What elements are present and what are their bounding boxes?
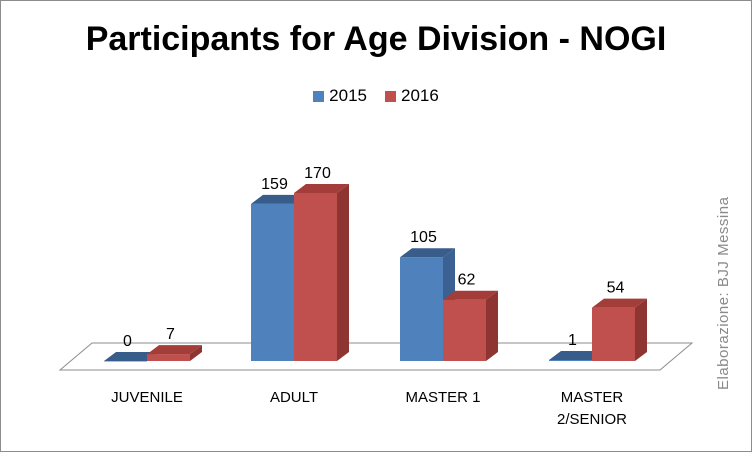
data-label-2016-2: 62 [458,272,476,289]
bar-2015-2 [400,257,443,361]
category-label-2-0: MASTER 1 [405,389,480,406]
bar-side-2016-3 [635,298,647,361]
bar-side-2016-1 [337,184,349,361]
bar-side-2016-2 [486,290,498,361]
legend-label-2015: 2015 [329,86,367,105]
category-label-3-1: 2/SENIOR [557,411,627,428]
bar-2015-0 [104,361,147,362]
bar-top-2015-3 [549,351,604,361]
bar-top-2016-0 [147,345,202,355]
data-label-2015-1: 159 [261,176,288,193]
legend-item-2015: 2015 [313,86,367,106]
data-label-2015-3: 1 [568,332,577,349]
floor-plane [58,342,694,371]
data-label-2016-0: 7 [166,326,175,343]
bar-top-2015-2 [400,248,455,258]
bar-top-2016-2 [443,290,498,300]
bar-top-2015-1 [251,194,306,204]
legend-swatch-2016 [385,90,396,102]
bar-top-2015-0 [104,352,159,361]
legend-item-2016: 2016 [385,86,439,106]
bar-2016-2 [443,299,486,361]
category-label-3-0: MASTER [561,389,624,406]
data-label-2015-2: 105 [410,229,437,246]
bar-top-2016-3 [592,298,647,308]
bar-side-2016-0 [190,345,202,361]
category-label-1-0: ADULT [270,389,318,406]
data-label-2015-0: 0 [123,333,132,350]
legend-swatch-2015 [313,90,325,102]
data-label-2016-1: 170 [304,165,331,182]
data-label-2016-3: 54 [607,280,625,297]
legend: 2015 2016 [0,86,752,106]
bar-2015-3 [549,360,592,361]
chart-title: Participants for Age Division - NOGI [85,20,667,58]
legend-label-2016: 2016 [401,86,439,105]
bar-2016-0 [147,354,190,361]
category-label-0-0: JUVENILE [111,389,183,406]
bar-2015-1 [251,203,294,361]
bar-2016-1 [294,193,337,361]
bar-2016-3 [592,307,635,361]
bar-top-2016-1 [294,184,349,193]
